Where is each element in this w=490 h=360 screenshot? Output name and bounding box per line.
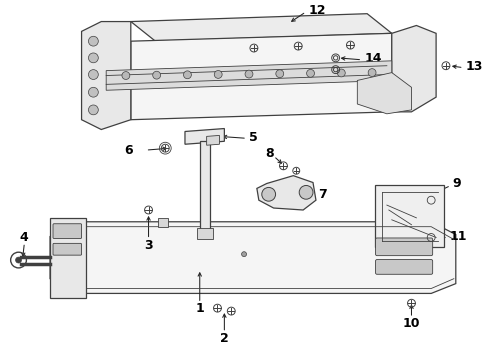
Circle shape — [89, 36, 98, 46]
FancyBboxPatch shape — [375, 238, 433, 256]
Circle shape — [89, 53, 98, 63]
Circle shape — [183, 71, 192, 79]
FancyBboxPatch shape — [375, 260, 433, 274]
Polygon shape — [50, 222, 456, 293]
Polygon shape — [131, 33, 392, 120]
Circle shape — [276, 70, 284, 78]
Polygon shape — [257, 176, 316, 210]
Circle shape — [89, 69, 98, 80]
Circle shape — [299, 185, 313, 199]
Text: 1: 1 — [196, 302, 204, 315]
Text: 7: 7 — [318, 188, 327, 201]
Text: 13: 13 — [466, 60, 483, 73]
Circle shape — [89, 87, 98, 97]
Text: 11: 11 — [450, 230, 467, 243]
Text: 14: 14 — [364, 52, 382, 66]
FancyBboxPatch shape — [53, 224, 81, 238]
Polygon shape — [207, 135, 220, 145]
Text: 10: 10 — [403, 318, 420, 330]
Polygon shape — [392, 26, 436, 112]
Polygon shape — [50, 218, 87, 298]
Circle shape — [338, 69, 345, 77]
Text: 3: 3 — [144, 239, 153, 252]
Circle shape — [122, 72, 130, 80]
Circle shape — [89, 105, 98, 115]
Text: 6: 6 — [124, 144, 133, 157]
Polygon shape — [375, 185, 444, 247]
Polygon shape — [81, 22, 131, 130]
Circle shape — [214, 71, 222, 78]
Text: 15: 15 — [364, 64, 382, 77]
Circle shape — [245, 70, 253, 78]
Circle shape — [16, 257, 22, 263]
Text: 5: 5 — [249, 131, 258, 144]
Polygon shape — [197, 228, 213, 239]
Circle shape — [368, 69, 376, 77]
Polygon shape — [131, 14, 392, 41]
Text: 4: 4 — [19, 231, 28, 244]
Circle shape — [262, 188, 275, 201]
Circle shape — [242, 252, 246, 257]
Text: 8: 8 — [266, 147, 274, 159]
Circle shape — [153, 71, 161, 79]
FancyBboxPatch shape — [53, 243, 81, 255]
Circle shape — [307, 69, 315, 77]
Polygon shape — [158, 218, 168, 227]
Polygon shape — [106, 61, 392, 90]
Text: 2: 2 — [220, 332, 229, 345]
Polygon shape — [200, 141, 210, 234]
Polygon shape — [185, 129, 224, 144]
Polygon shape — [357, 73, 412, 114]
Text: 9: 9 — [453, 177, 462, 190]
Text: 12: 12 — [308, 4, 325, 17]
